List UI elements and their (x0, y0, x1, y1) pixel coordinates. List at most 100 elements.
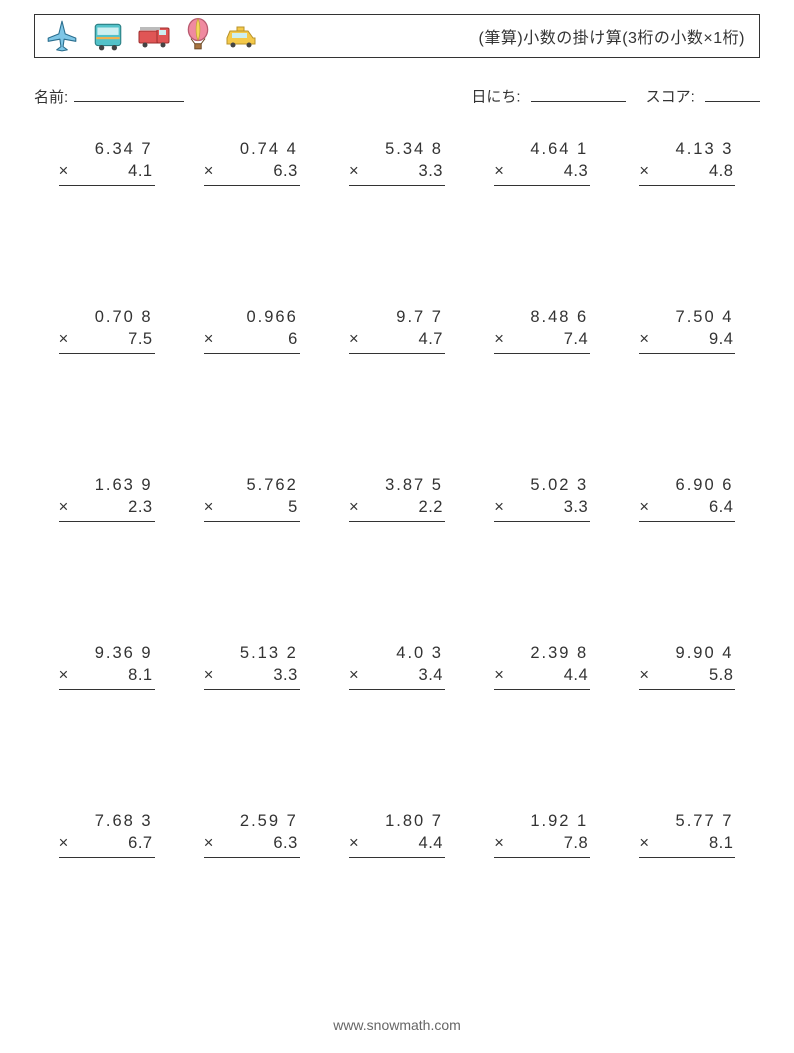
worksheet-page: (筆算)小数の掛け算(3桁の小数×1桁) 名前: 日にち: スコア: 6.34 … (0, 0, 794, 1053)
multiplication-problem: 7.50 4×9.4 (639, 306, 735, 373)
multiplicand: 9.36 9 (95, 642, 155, 664)
multiplicand: 7.68 3 (95, 810, 155, 832)
answer-rule (204, 185, 300, 206)
multiplication-problem: 6.34 7×4.1 (59, 138, 155, 205)
answer-rule (639, 521, 735, 542)
multiplicand: 5.02 3 (530, 474, 590, 496)
multiplier: 2.2 (419, 496, 445, 518)
multiplicand: 8.48 6 (530, 306, 590, 328)
name-field: 名前: (34, 84, 184, 107)
problem-cell: 3.87 5×2.2 (324, 464, 469, 632)
multiplication-problem: 1.80 7×4.4 (349, 810, 445, 877)
operator: × (349, 328, 387, 350)
operator: × (494, 832, 532, 854)
operator: × (349, 832, 387, 854)
answer-rule (494, 521, 590, 542)
multiplicand: 0.966 (246, 306, 299, 328)
date-field: 日にち: (471, 84, 625, 107)
multiplication-problem: 9.90 4× 5.8 (639, 642, 735, 709)
problem-cell: 5.02 3×3.3 (470, 464, 615, 632)
firetruck-icon (137, 21, 173, 51)
operator: × (204, 832, 242, 854)
name-blank[interactable] (74, 84, 184, 102)
worksheet-title: (筆算)小数の掛け算(3桁の小数×1桁) (479, 24, 745, 48)
multiplication-problem: 9.7 7×4.7 (349, 306, 445, 373)
answer-rule (494, 689, 590, 710)
answer-rule (349, 857, 445, 878)
problem-cell: 0.70 8×7.5 (34, 296, 179, 464)
operator: × (639, 496, 677, 518)
multiplicand: 4.13 3 (676, 138, 736, 160)
multiplicand: 1.92 1 (530, 810, 590, 832)
problem-cell: 0.74 4×6.3 (179, 128, 324, 296)
operator: × (59, 160, 97, 182)
multiplier: 6.7 (128, 832, 154, 854)
multiplicand: 5.34 8 (385, 138, 445, 160)
multiplier: 4.7 (419, 328, 445, 350)
answer-rule (639, 185, 735, 206)
answer-rule (349, 353, 445, 374)
multiplier: 3.3 (273, 664, 299, 686)
multiplier: 5.8 (709, 664, 735, 686)
multiplication-problem: 5.34 8×3.3 (349, 138, 445, 205)
operator: × (59, 664, 97, 686)
operator: × (494, 496, 532, 518)
multiplier: 4.1 (128, 160, 154, 182)
multiplication-problem: 7.68 3× 6.7 (59, 810, 155, 877)
multiplicand: 0.74 4 (240, 138, 300, 160)
hot-air-balloon-icon (185, 18, 211, 54)
multiplier: 8.1 (128, 664, 154, 686)
taxi-icon (223, 22, 259, 50)
multiplier: 4.3 (564, 160, 590, 182)
multiplication-problem: 1.92 1×7.8 (494, 810, 590, 877)
problem-cell: 5.77 7×8.1 (615, 800, 760, 968)
multiplier: 7.4 (564, 328, 590, 350)
answer-rule (494, 857, 590, 878)
operator: × (639, 664, 677, 686)
problem-cell: 9.90 4× 5.8 (615, 632, 760, 800)
airplane-icon (45, 19, 79, 53)
problem-cell: 2.59 7×6.3 (179, 800, 324, 968)
multiplicand: 2.39 8 (530, 642, 590, 664)
info-row: 名前: 日にち: スコア: (34, 84, 760, 107)
problem-cell: 4.13 3×4.8 (615, 128, 760, 296)
header-icons (45, 18, 259, 54)
answer-rule (204, 353, 300, 374)
operator: × (59, 328, 97, 350)
operator: × (494, 664, 532, 686)
score-blank[interactable] (705, 84, 760, 102)
answer-rule (59, 857, 155, 878)
answer-rule (349, 689, 445, 710)
header: (筆算)小数の掛け算(3桁の小数×1桁) (34, 14, 760, 58)
problem-cell: 4.64 1×4.3 (470, 128, 615, 296)
operator: × (204, 160, 242, 182)
problem-cell: 0.966×6 (179, 296, 324, 464)
operator: × (59, 832, 97, 854)
problem-cell: 5.762×5 (179, 464, 324, 632)
multiplicand: 1.80 7 (385, 810, 445, 832)
name-label: 名前: (34, 86, 68, 107)
multiplicand: 9.90 4 (676, 642, 736, 664)
multiplication-problem: 4.64 1×4.3 (494, 138, 590, 205)
problem-cell: 7.50 4×9.4 (615, 296, 760, 464)
multiplier: 2.3 (128, 496, 154, 518)
multiplicand: 6.90 6 (676, 474, 736, 496)
problem-cell: 9.7 7×4.7 (324, 296, 469, 464)
multiplicand: 5.77 7 (676, 810, 736, 832)
multiplication-problem: 8.48 6× 7.4 (494, 306, 590, 373)
multiplicand: 4.0 3 (396, 642, 445, 664)
multiplier: 3.4 (419, 664, 445, 686)
operator: × (639, 328, 677, 350)
date-blank[interactable] (531, 84, 626, 102)
operator: × (349, 664, 387, 686)
answer-rule (59, 689, 155, 710)
problem-cell: 5.13 2×3.3 (179, 632, 324, 800)
multiplier: 9.4 (709, 328, 735, 350)
operator: × (59, 496, 97, 518)
multiplicand: 2.59 7 (240, 810, 300, 832)
operator: × (494, 328, 532, 350)
answer-rule (59, 185, 155, 206)
multiplication-problem: 1.63 9×2.3 (59, 474, 155, 541)
multiplier: 7.5 (128, 328, 154, 350)
problem-cell: 9.36 9× 8.1 (34, 632, 179, 800)
